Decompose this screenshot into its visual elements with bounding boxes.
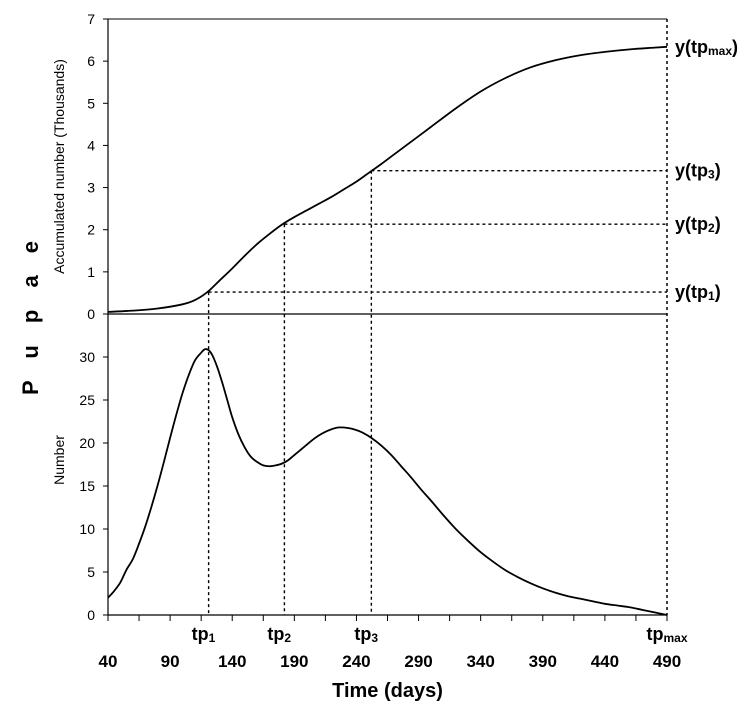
x-tick-label: 90 bbox=[161, 652, 180, 671]
guide-lines bbox=[207, 170, 667, 615]
number-curve bbox=[107, 348, 668, 616]
annotation-y-tp3: y(tp3) bbox=[675, 161, 721, 182]
x-tick-label: 440 bbox=[591, 652, 619, 671]
bottom-y-tick-label: 10 bbox=[79, 521, 95, 537]
bottom-y-tick-label: 20 bbox=[79, 435, 95, 451]
axis-ticks: 0 1 2 3 4 5 6 7 0 5 10 15 20 25 30 40 90 140 190 240 290 340 3… bbox=[79, 11, 681, 671]
annotation-y-tp1: y(tp1) bbox=[675, 282, 721, 303]
accumulated-curve bbox=[107, 45, 668, 313]
marker-tp1: tp1 bbox=[192, 624, 216, 645]
top-y-tick-label: 3 bbox=[87, 180, 95, 196]
chart-frame bbox=[107, 18, 668, 616]
shared-y-axis-label: P u p a e bbox=[18, 233, 43, 395]
x-axis-label: Time (days) bbox=[332, 680, 443, 702]
data-series bbox=[107, 45, 668, 616]
x-tick-label: 340 bbox=[466, 652, 494, 671]
bottom-y-tick-label: 15 bbox=[79, 478, 95, 494]
x-tick-label: 40 bbox=[99, 652, 118, 671]
bottom-y-tick-label: 0 bbox=[87, 607, 95, 623]
top-y-tick-label: 2 bbox=[87, 222, 95, 238]
marker-tp2: tp2 bbox=[267, 624, 291, 645]
top-y-tick-label: 0 bbox=[87, 306, 95, 322]
bottom-y-tick-label: 25 bbox=[79, 392, 95, 408]
axis-labels: Accumulated number (Thousands) Number P … bbox=[18, 59, 443, 702]
top-y-tick-label: 4 bbox=[87, 137, 95, 153]
bottom-y-tick-label: 30 bbox=[79, 349, 95, 365]
x-tick-label: 390 bbox=[529, 652, 557, 671]
x-tick-label: 140 bbox=[218, 652, 246, 671]
top-y-tick-label: 5 bbox=[87, 95, 95, 111]
bottom-y-axis-label: Number bbox=[51, 435, 67, 485]
annotation-y-tpmax: y(tpmax) bbox=[675, 37, 738, 58]
x-tick-label: 290 bbox=[404, 652, 432, 671]
bottom-y-tick-label: 5 bbox=[87, 564, 95, 580]
annotations: y(tpmax) y(tp3) y(tp2) y(tp1) tp1 tp2 tp3 tpmax bbox=[192, 37, 738, 645]
x-tick-label: 190 bbox=[280, 652, 308, 671]
top-y-tick-label: 7 bbox=[87, 11, 95, 27]
marker-tpmax: tpmax bbox=[646, 624, 687, 645]
top-y-tick-label: 1 bbox=[87, 264, 95, 280]
x-tick-label: 490 bbox=[653, 652, 681, 671]
x-tick-label: 240 bbox=[342, 652, 370, 671]
annotation-y-tp2: y(tp2) bbox=[675, 214, 721, 235]
top-y-tick-label: 6 bbox=[87, 53, 95, 69]
marker-tp3: tp3 bbox=[354, 624, 378, 645]
top-y-axis-label: Accumulated number (Thousands) bbox=[51, 59, 67, 274]
